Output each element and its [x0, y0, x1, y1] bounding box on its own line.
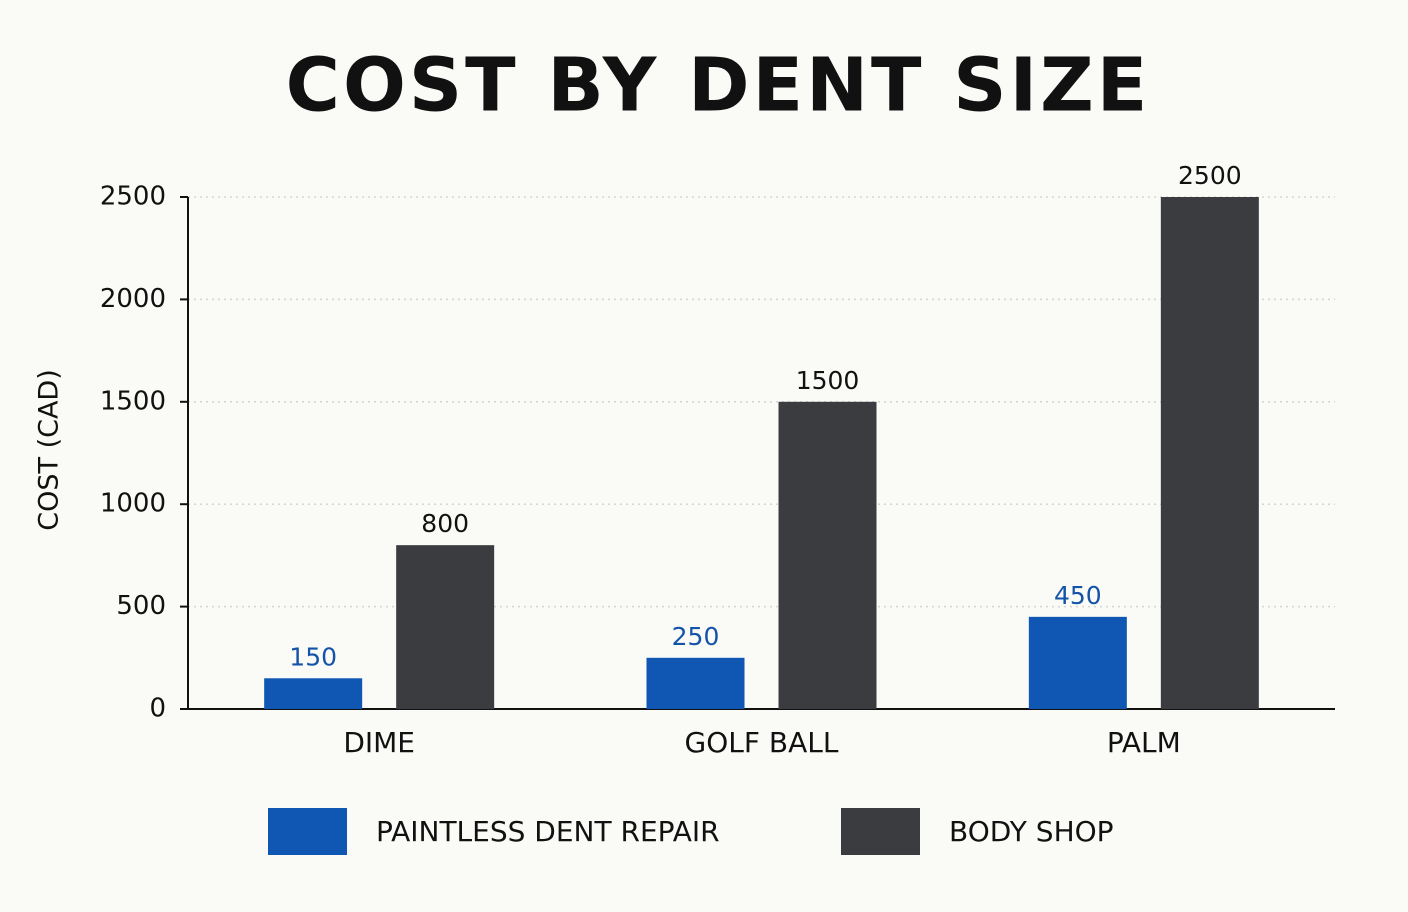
bar	[1028, 616, 1127, 709]
x-tick-label: GOLF BALL	[685, 726, 839, 759]
x-tick-label: DIME	[343, 726, 415, 759]
y-tick-label: 2000	[100, 284, 166, 314]
y-tick-label: 2500	[100, 182, 166, 212]
y-tick-label: 1000	[100, 489, 166, 519]
y-tick-label: 1500	[100, 386, 166, 416]
data-label: 1500	[796, 366, 860, 395]
data-label: 150	[289, 642, 337, 671]
data-label: 800	[421, 509, 469, 538]
legend-label: PAINTLESS DENT REPAIR	[376, 815, 720, 848]
legend-swatch	[841, 808, 920, 855]
y-axis-title: COST (CAD)	[34, 369, 65, 531]
legend-label: BODY SHOP	[949, 815, 1114, 848]
bar	[396, 545, 495, 709]
y-tick-label: 500	[116, 591, 166, 621]
bar	[778, 401, 877, 709]
legend-swatch	[268, 808, 347, 855]
y-tick-label: 0	[149, 694, 166, 724]
bar	[264, 678, 363, 709]
data-label: 250	[672, 622, 720, 651]
data-label: 2500	[1178, 161, 1242, 190]
bar	[646, 657, 745, 709]
bar	[1160, 197, 1259, 709]
chart-title: COST BY DENT SIZE	[286, 43, 1151, 129]
data-label: 450	[1054, 581, 1102, 610]
x-tick-label: PALM	[1107, 726, 1181, 759]
